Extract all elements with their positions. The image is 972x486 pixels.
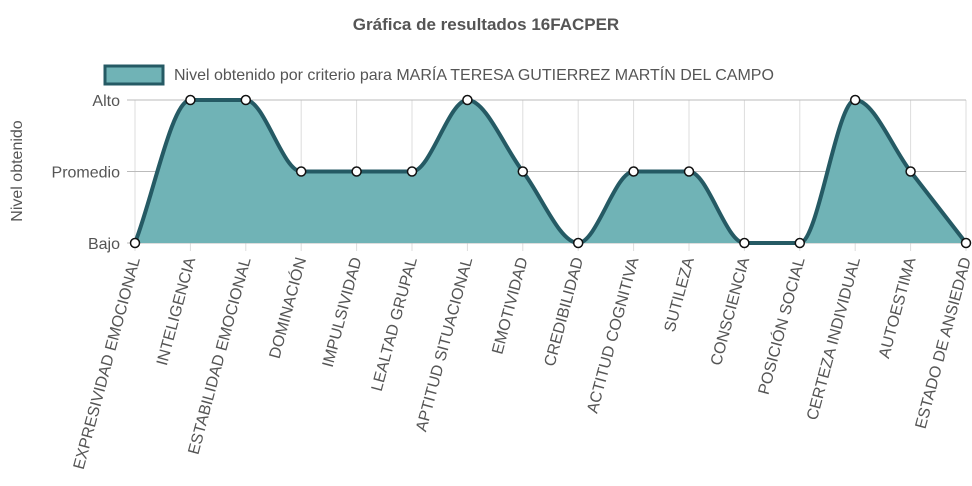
x-tick-label: ACTITUD COGNITIVA bbox=[584, 255, 642, 415]
data-point[interactable] bbox=[129, 237, 141, 249]
data-point[interactable] bbox=[960, 237, 972, 249]
y-tick-label: Promedio bbox=[52, 165, 121, 182]
data-area bbox=[133, 98, 968, 245]
x-tick-label: LEALTAD GRUPAL bbox=[369, 256, 421, 394]
x-tick-label: ESTABILIDAD EMOCIONAL bbox=[186, 256, 255, 457]
legend-label[interactable]: Nivel obtenido por criterio para MARÍA T… bbox=[174, 65, 774, 84]
data-points bbox=[129, 94, 972, 249]
x-tick-label: IMPULSIVIDAD bbox=[320, 256, 366, 369]
data-point[interactable] bbox=[628, 166, 639, 177]
data-point[interactable] bbox=[849, 94, 861, 106]
legend[interactable]: Nivel obtenido por criterio para MARÍA T… bbox=[103, 64, 774, 86]
x-tick-label: APTITUD SITUACIONAL bbox=[413, 256, 476, 434]
y-axis-label: Nivel obtenido bbox=[9, 120, 26, 222]
x-tick-label: SUTILEZA bbox=[662, 255, 698, 334]
data-point[interactable] bbox=[683, 166, 695, 177]
x-tick-label: ESTADO DE ANSIEDAD bbox=[913, 256, 972, 431]
x-tick-label: CREDIBILIDAD bbox=[542, 256, 587, 369]
x-tick-label: EMOTIVIDAD bbox=[489, 256, 531, 357]
chart-title: Gráfica de resultados 16FACPER bbox=[353, 15, 619, 34]
data-point[interactable] bbox=[240, 94, 252, 106]
legend-swatch[interactable] bbox=[103, 64, 165, 86]
x-tick-label: EXPRESIVIDAD EMOCIONAL bbox=[71, 256, 144, 472]
y-tick-label: Bajo bbox=[88, 236, 120, 253]
data-point[interactable] bbox=[462, 94, 473, 106]
data-point[interactable] bbox=[739, 237, 750, 249]
series-area bbox=[135, 100, 966, 243]
data-point[interactable] bbox=[517, 166, 529, 177]
data-point[interactable] bbox=[905, 166, 916, 177]
x-tick-label: DOMINACIÓN bbox=[265, 255, 310, 360]
data-point[interactable] bbox=[406, 166, 418, 177]
x-tick-label: CONSCIENCIA bbox=[708, 255, 753, 367]
x-tick-label: CERTEZA INDIVIDUAL bbox=[804, 256, 864, 423]
x-tick-label: POSICIÓN SOCIAL bbox=[754, 255, 809, 397]
x-tick-label: AUTOESTIMA bbox=[876, 255, 919, 360]
y-tick-labels: Bajo Promedio Alto bbox=[52, 93, 121, 253]
series-line bbox=[133, 98, 968, 245]
data-point[interactable] bbox=[351, 166, 362, 177]
data-point[interactable] bbox=[295, 166, 307, 177]
data-point[interactable] bbox=[572, 237, 584, 249]
y-tick-label: Alto bbox=[92, 93, 120, 110]
x-tick-label: INTELIGENCIA bbox=[154, 255, 199, 367]
data-point[interactable] bbox=[185, 94, 196, 106]
x-tick-labels: EXPRESIVIDAD EMOCIONAL INTELIGENCIAESTABI… bbox=[71, 255, 972, 471]
data-point[interactable] bbox=[794, 237, 806, 249]
